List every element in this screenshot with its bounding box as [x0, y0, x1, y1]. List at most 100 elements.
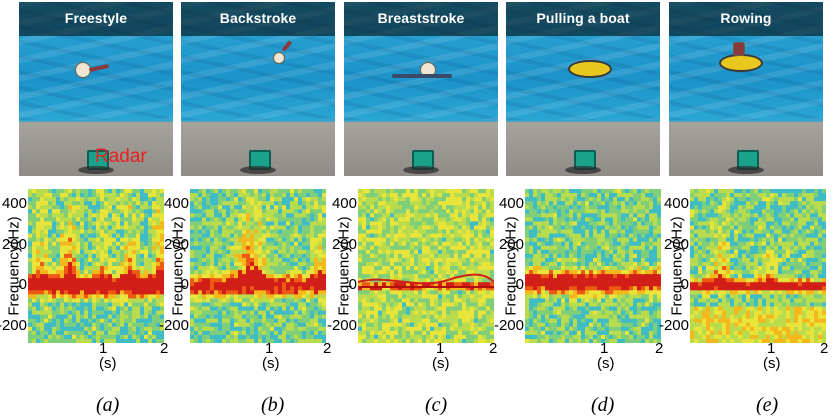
- heatmap-cell: [108, 233, 113, 239]
- heatmap-cell: [366, 217, 371, 222]
- heatmap-cell: [478, 249, 483, 255]
- heatmap-cell: [88, 294, 93, 299]
- heatmap-cell: [250, 245, 255, 251]
- heatmap-cell: [593, 241, 598, 247]
- heatmap-cell: [422, 201, 427, 206]
- heatmap-cell: [202, 310, 207, 316]
- heatmap-cell: [298, 237, 303, 243]
- heatmap-cell: [398, 205, 403, 210]
- heatmap-cell: [60, 229, 65, 235]
- heatmap-cell: [140, 225, 145, 231]
- heatmap-cell: [601, 314, 606, 320]
- heatmap-cell: [629, 334, 634, 340]
- heatmap-cell: [478, 253, 483, 259]
- heatmap-cell: [394, 290, 399, 295]
- heatmap-cell: [128, 225, 133, 231]
- heatmap-cell: [557, 298, 562, 303]
- heatmap-cell: [128, 310, 133, 316]
- heatmap-cell: [585, 330, 590, 336]
- heatmap-cell: [621, 326, 626, 332]
- heatmap-cell: [549, 209, 554, 214]
- heatmap-cell: [310, 270, 315, 275]
- heatmap-cell: [132, 225, 137, 231]
- heatmap-cell: [446, 193, 451, 198]
- heatmap-cell: [565, 189, 570, 194]
- heatmap-cell: [60, 217, 65, 222]
- heatmap-cell: [278, 205, 283, 210]
- heatmap-cell: [382, 270, 387, 275]
- heatmap-cell: [104, 253, 109, 259]
- heatmap-cell: [358, 318, 363, 324]
- heatmap-cell: [286, 322, 291, 328]
- heatmap-cell: [414, 217, 419, 222]
- heatmap-cell: [454, 286, 459, 291]
- heatmap-cell: [438, 233, 443, 239]
- heatmap-cell: [40, 282, 45, 287]
- heatmap-cell: [414, 334, 419, 340]
- heatmap-cell: [446, 245, 451, 251]
- heatmap-cell: [60, 302, 65, 308]
- heatmap-cell: [198, 249, 203, 255]
- heatmap-cell: [152, 201, 157, 206]
- heatmap-cell: [238, 282, 243, 287]
- heatmap-cell: [64, 314, 69, 320]
- heatmap-cell: [108, 318, 113, 324]
- heatmap-cell: [286, 330, 291, 336]
- heatmap-cell: [156, 278, 161, 283]
- heatmap-cell: [533, 201, 538, 206]
- heatmap-cell: [577, 197, 582, 202]
- heatmap-cell: [529, 330, 534, 336]
- heatmap-cell: [629, 314, 634, 320]
- heatmap-cell: [569, 266, 574, 271]
- heatmap-cell: [486, 217, 491, 222]
- heatmap-cell: [605, 302, 610, 308]
- heatmap-cell: [482, 290, 487, 295]
- heatmap-cell: [394, 314, 399, 320]
- heatmap-cell: [28, 298, 33, 303]
- heatmap-cell: [144, 282, 149, 287]
- heatmap-cell: [104, 322, 109, 328]
- heatmap-cell: [597, 217, 602, 222]
- heatmap-cell: [358, 257, 363, 263]
- heatmap-cell: [525, 241, 530, 247]
- heatmap-cell: [270, 213, 275, 218]
- heatmap-cell: [633, 318, 638, 324]
- heatmap-cell: [374, 282, 379, 287]
- heatmap-cell: [545, 322, 550, 328]
- heatmap-cell: [218, 209, 223, 214]
- heatmap-cell: [378, 245, 383, 251]
- heatmap-cell: [589, 274, 594, 279]
- heatmap-cell: [96, 318, 101, 324]
- heatmap-cell: [386, 326, 391, 332]
- heatmap-cell: [541, 249, 546, 255]
- heatmap-cell: [242, 266, 247, 271]
- heatmap-cell: [565, 261, 570, 267]
- heatmap-cell: [470, 314, 475, 320]
- heatmap-cell: [545, 253, 550, 259]
- heatmap-cell: [132, 261, 137, 267]
- heatmap-cell: [32, 257, 37, 263]
- heatmap-cell: [422, 318, 427, 324]
- heatmap-cell: [148, 322, 153, 328]
- heatmap-cell: [470, 213, 475, 218]
- heatmap-cell: [104, 217, 109, 222]
- heatmap-cell: [218, 197, 223, 202]
- heatmap-cell: [100, 261, 105, 267]
- heatmap-cell: [609, 294, 614, 299]
- heatmap-cell: [458, 282, 463, 287]
- heatmap-cell: [466, 221, 471, 226]
- heatmap-cell: [290, 253, 295, 259]
- heatmap-cell: [322, 290, 326, 295]
- heatmap-cell: [258, 229, 263, 235]
- heatmap-cell: [108, 229, 113, 235]
- heatmap-cell: [609, 274, 614, 279]
- heatmap-cell: [64, 205, 69, 210]
- heatmap-cell: [96, 221, 101, 226]
- heatmap-cell: [286, 282, 291, 287]
- heatmap-cell: [633, 225, 638, 231]
- heatmap-cell: [625, 233, 630, 239]
- heatmap-cell: [422, 245, 427, 251]
- heatmap-cell: [370, 217, 375, 222]
- heatmap-cell: [438, 270, 443, 275]
- heatmap-cell: [286, 286, 291, 291]
